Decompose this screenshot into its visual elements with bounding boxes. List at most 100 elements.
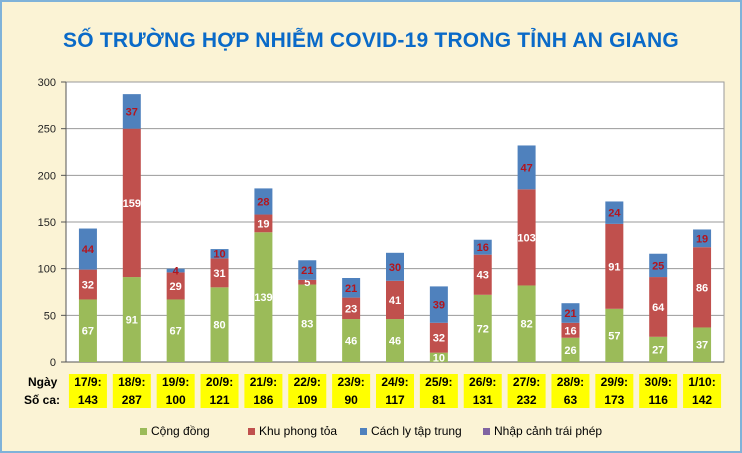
- legend-swatch: [248, 428, 255, 435]
- bar-segment: [122, 94, 141, 129]
- y-tick-label: 150: [38, 217, 56, 229]
- y-tick-label: 0: [50, 357, 56, 369]
- cell-highlight: [200, 374, 239, 408]
- data-label: 25: [652, 260, 664, 272]
- data-label: 43: [477, 270, 489, 282]
- y-tick-label: 250: [38, 124, 56, 136]
- data-label: 21: [301, 265, 313, 277]
- data-label: 28: [257, 196, 269, 208]
- x-tick-label: 21/9:: [250, 375, 277, 389]
- data-label: 103: [517, 232, 535, 244]
- bar-segment: [342, 278, 361, 298]
- data-label: 16: [564, 325, 576, 337]
- total-label: 287: [122, 393, 142, 407]
- total-label: 173: [604, 393, 624, 407]
- data-label: 37: [696, 340, 708, 352]
- legend-label: Nhập cảnh trái phép: [494, 424, 602, 438]
- cell-highlight: [332, 374, 371, 408]
- bar-segment: [649, 336, 668, 362]
- data-label: 21: [564, 308, 576, 320]
- cell-highlight: [68, 374, 107, 408]
- data-label: 19: [696, 233, 708, 245]
- data-label: 19: [257, 218, 269, 230]
- data-label: 21: [345, 283, 357, 295]
- total-label: 121: [210, 393, 230, 407]
- total-label: 90: [344, 393, 358, 407]
- bar-segment: [517, 189, 536, 286]
- data-label: 31: [213, 268, 225, 280]
- bar-segment: [342, 297, 361, 320]
- bar-segment: [78, 269, 97, 300]
- bar-segment: [429, 352, 448, 362]
- y-tick-label: 50: [44, 310, 56, 322]
- data-label: 46: [345, 336, 357, 348]
- total-label: 142: [692, 393, 712, 407]
- x-tick-label: 25/9:: [425, 375, 452, 389]
- bar-segment: [78, 228, 97, 270]
- bar-segment: [386, 319, 404, 362]
- x-tick-label: 29/9:: [601, 375, 628, 389]
- cell-highlight: [288, 374, 327, 408]
- bar-segment: [473, 254, 492, 295]
- data-label: 5: [304, 277, 310, 289]
- data-label: 16: [477, 242, 489, 254]
- data-label: 139: [254, 292, 272, 304]
- x-tick-label: 30/9:: [645, 375, 672, 389]
- cell-highlight: [376, 374, 414, 408]
- total-label: 81: [432, 393, 446, 407]
- cell-highlight: [551, 374, 590, 408]
- x-tick-label: 28/9:: [557, 375, 584, 389]
- data-label: 44: [82, 244, 95, 256]
- total-label: 186: [253, 393, 273, 407]
- data-label: 72: [477, 323, 489, 335]
- legend-label: Khu phong tỏa: [259, 424, 337, 438]
- x-tick-label: 22/9:: [294, 375, 321, 389]
- data-label: 24: [608, 208, 621, 220]
- cell-highlight: [507, 374, 546, 408]
- bar-segment: [298, 279, 317, 285]
- cell-highlight: [419, 374, 458, 408]
- bar-segment: [166, 272, 185, 300]
- data-label: 91: [126, 315, 138, 327]
- bar-segment: [254, 214, 273, 233]
- legend-label: Cách ly tập trung: [371, 424, 462, 438]
- data-label: 46: [389, 336, 401, 348]
- data-label: 82: [520, 319, 532, 331]
- cell-highlight: [156, 374, 195, 408]
- bar-segment: [649, 277, 668, 337]
- bar-segment: [517, 145, 536, 190]
- bar-segment: [122, 128, 141, 278]
- data-label: 47: [520, 162, 532, 174]
- bar-segment: [386, 252, 404, 281]
- data-label: 67: [82, 326, 94, 338]
- data-label: 39: [433, 300, 445, 312]
- data-label: 26: [564, 345, 576, 357]
- data-label: 10: [433, 352, 445, 364]
- bar-segment: [693, 247, 712, 328]
- data-label: 37: [126, 106, 138, 118]
- data-label: 86: [696, 282, 708, 294]
- bar-segment: [298, 284, 317, 362]
- x-tick-label: 23/9:: [337, 375, 364, 389]
- bar-segment: [429, 322, 448, 353]
- data-label: 32: [82, 280, 94, 292]
- total-label: 116: [649, 393, 669, 407]
- bar-segment: [210, 249, 229, 259]
- data-label: 41: [389, 295, 401, 307]
- bar-segment: [605, 308, 624, 362]
- data-label: 30: [389, 262, 401, 274]
- bar-segment: [561, 337, 580, 362]
- bar-segment: [122, 277, 141, 362]
- chart-title: SỐ TRƯỜNG HỢP NHIỄM COVID-19 TRONG TỈNH …: [63, 29, 679, 52]
- bar-segment: [386, 280, 404, 320]
- bar-segment: [473, 294, 492, 362]
- cell-highlight: [112, 374, 151, 408]
- bar-segment: [78, 299, 97, 362]
- bar-segment: [254, 232, 273, 362]
- data-label: 32: [433, 333, 445, 345]
- bar-segment: [166, 268, 185, 273]
- data-label: 83: [301, 318, 313, 330]
- y-tick-label: 100: [38, 264, 56, 276]
- bar-segment: [210, 258, 229, 288]
- bar-segment: [517, 285, 536, 362]
